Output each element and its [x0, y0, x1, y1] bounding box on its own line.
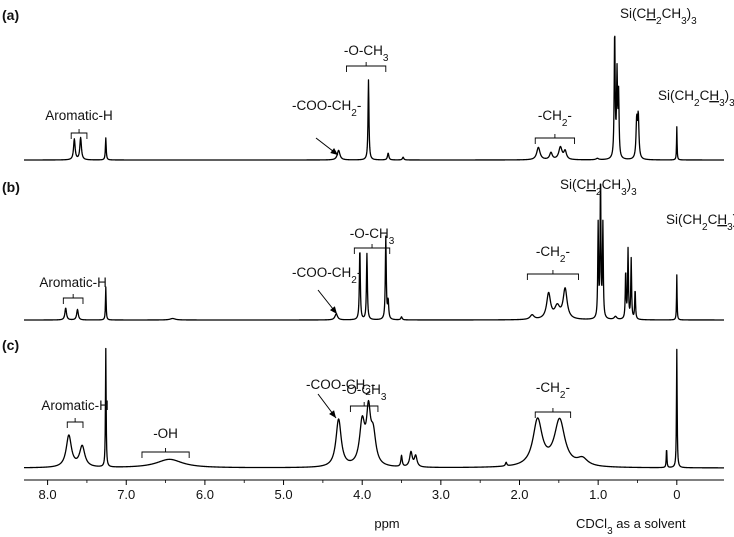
x-tick-label: 1.0 — [589, 487, 607, 502]
x-tick-label: 3.0 — [432, 487, 450, 502]
x-axis: 8.0 7.0 6.0 5.0 4.0 3.0 2.0 1.0 0 ppm CDCl3 as a s… — [24, 479, 724, 537]
peak-annotation: Si(CH2CH3)3 — [560, 177, 637, 198]
annotation-bracket — [70, 129, 88, 139]
annotation-bracket — [141, 448, 190, 458]
x-tick-label: 5.0 — [275, 487, 293, 502]
peak-annotation: Si(CH2CH3)3 — [658, 88, 734, 109]
peak-annotation: -COO-CH2- — [306, 377, 375, 398]
peak-annotation: Aromatic-H — [45, 108, 113, 123]
annotation-bracket — [534, 134, 576, 144]
peak-annotation: Si(CH2CH3)3 — [666, 212, 734, 233]
peak-annotation: -OH — [153, 426, 178, 441]
panel-label: (c) — [2, 337, 19, 353]
peak-annotation: Aromatic-H — [39, 275, 107, 290]
spectrum-trace — [23, 35, 725, 161]
peak-annotation: -CH2- — [538, 108, 572, 129]
peak-annotation: -CH2- — [536, 244, 570, 265]
annotation-bracket — [62, 294, 84, 304]
x-tick-label: 0 — [673, 487, 680, 502]
peak-annotation: Aromatic-H — [41, 398, 109, 413]
spectrum-trace — [23, 347, 725, 469]
solvent-note: CDCl3 as a solvent — [576, 516, 686, 537]
annotation-bracket — [349, 402, 379, 412]
x-axis-title: ppm — [374, 516, 399, 531]
x-tick-label: 4.0 — [353, 487, 371, 502]
annotation-bracket — [526, 270, 579, 280]
annotation-bracket — [346, 62, 387, 72]
peak-annotation: -O-CH3 — [342, 382, 387, 403]
arrow-head — [329, 306, 337, 314]
peak-annotation: -COO-CH2- — [292, 265, 361, 286]
annotation-bracket — [66, 418, 84, 428]
annotation-layer: (a)Aromatic-H-COO-CH2--O-CH3-CH2-Si(CH2C… — [2, 6, 734, 458]
peak-annotation: Si(CH2CH3)3 — [620, 6, 697, 27]
peak-annotation: -O-CH3 — [344, 43, 389, 64]
x-tick-label: 6.0 — [196, 487, 214, 502]
arrow-head — [329, 410, 336, 418]
panel-label: (a) — [2, 7, 19, 23]
x-tick-label: 2.0 — [510, 487, 528, 502]
x-tick-label: 8.0 — [39, 487, 57, 502]
peak-annotation: -CH2- — [536, 380, 570, 401]
spectra-layer — [23, 35, 725, 469]
annotation-bracket — [534, 408, 572, 418]
arrow-head — [330, 148, 338, 155]
spectrum-trace — [23, 183, 725, 321]
peak-annotation: -O-CH3 — [350, 226, 395, 247]
annotation-bracket — [353, 244, 391, 254]
panel-label: (b) — [2, 179, 20, 195]
peak-annotation: -COO-CH2- — [292, 98, 361, 119]
x-tick-label: 7.0 — [117, 487, 135, 502]
